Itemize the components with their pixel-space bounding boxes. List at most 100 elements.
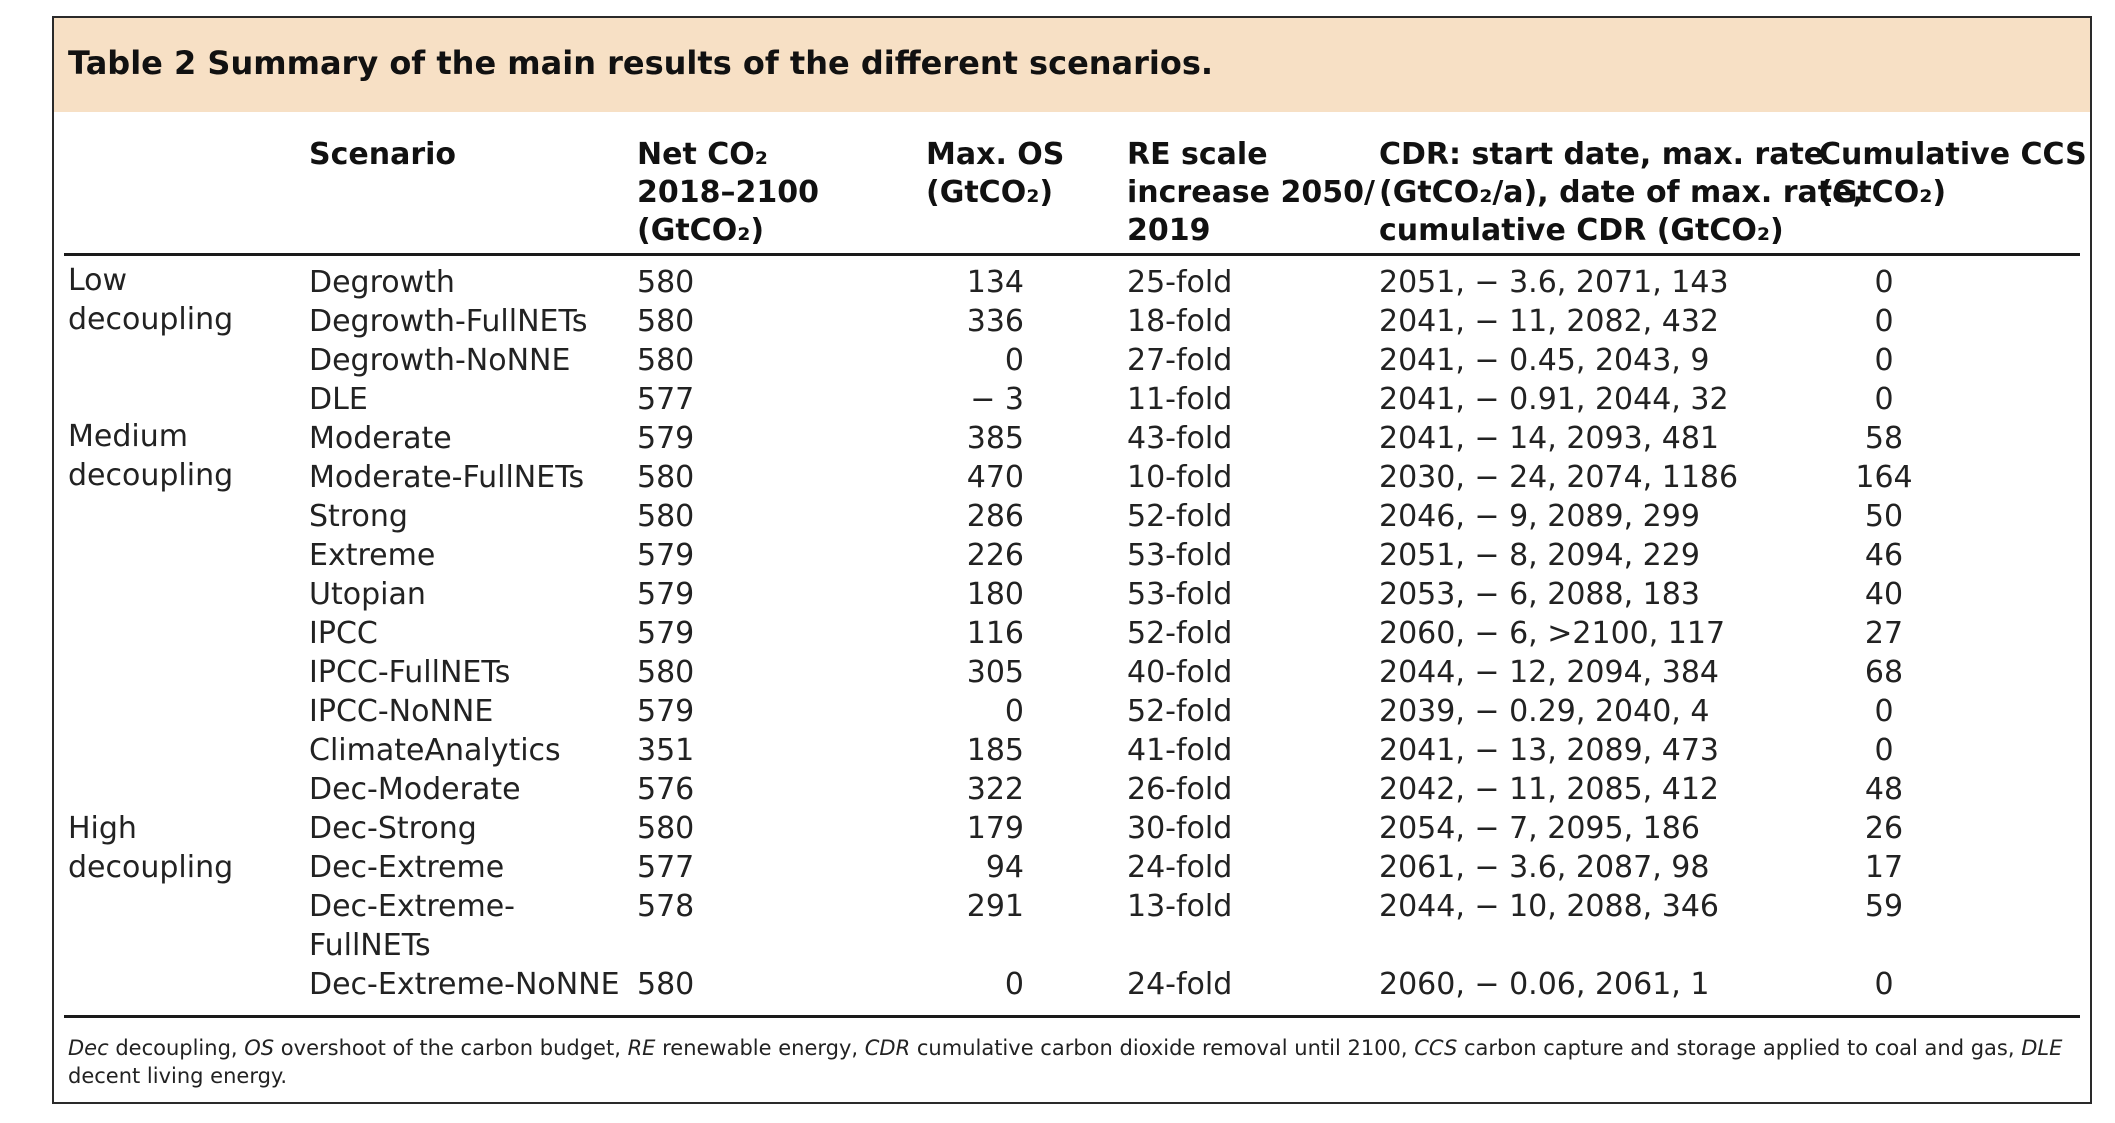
cell-cdr: 2041, − 13, 2089, 473	[1379, 733, 1720, 768]
header-cdr: CDR: start date, max. rate (GtCO₂/a), da…	[1379, 136, 1864, 250]
cell-cdr: 2030, − 24, 2074, 1186	[1379, 460, 1739, 495]
header-cdr-line3: cumulative CDR (GtCO₂)	[1379, 213, 1784, 248]
cell-re-scale: 43-fold	[1127, 421, 1233, 456]
cell-re-scale: 10-fold	[1127, 460, 1233, 495]
cell-re-scale: 53-fold	[1127, 538, 1233, 573]
header-net-co2-line1: Net CO₂	[637, 137, 768, 172]
cell-net-co2: 351	[637, 733, 695, 768]
cell-cdr: 2053, − 6, 2088, 183	[1379, 577, 1700, 612]
cell-ccs: 0	[1874, 265, 1894, 300]
cell-cdr: 2060, − 0.06, 2061, 1	[1379, 967, 1710, 1002]
cell-net-co2: 578	[637, 889, 695, 924]
cell-re-scale: 52-fold	[1127, 499, 1233, 534]
cell-net-co2: 580	[637, 265, 695, 300]
cell-cdr: 2061, − 3.6, 2087, 98	[1379, 850, 1710, 885]
cell-re-scale: 25-fold	[1127, 265, 1233, 300]
cell-max-os: 226	[966, 538, 1024, 573]
cell-max-os: 291	[966, 889, 1024, 924]
header-re-scale-line2: increase 2050/	[1127, 175, 1375, 210]
cell-net-co2: 580	[637, 967, 695, 1002]
cell-scenario: Utopian	[309, 577, 426, 612]
cell-scenario: ClimateAnalytics	[309, 733, 561, 768]
cell-scenario: Dec-Extreme-NoNNE	[309, 967, 620, 1002]
cell-net-co2: 576	[637, 772, 695, 807]
cell-max-os: 185	[966, 733, 1024, 768]
cell-scenario: Dec-Moderate	[309, 772, 521, 807]
cell-net-co2: 580	[637, 304, 695, 339]
group-high-line1: High	[68, 811, 137, 846]
cell-max-os: 134	[966, 265, 1024, 300]
cell-ccs: 59	[1864, 889, 1904, 924]
cell-ccs: 17	[1864, 850, 1904, 885]
cell-max-os: 385	[966, 421, 1024, 456]
cell-re-scale: 41-fold	[1127, 733, 1233, 768]
header-ccs: Cumulative CCS (GtCO₂)	[1819, 136, 2087, 212]
cell-max-os: 336	[966, 304, 1024, 339]
footer-rule	[64, 1015, 2080, 1018]
cell-ccs: 46	[1864, 538, 1904, 573]
footnote-abbr: DLE	[2021, 1036, 2063, 1060]
cell-scenario-cont: FullNETs	[309, 928, 431, 963]
cell-re-scale: 11-fold	[1127, 382, 1233, 417]
cell-net-co2: 579	[637, 421, 695, 456]
cell-ccs: 0	[1874, 694, 1894, 729]
cell-ccs: 68	[1864, 655, 1904, 690]
footnote-text: decent living energy.	[68, 1064, 288, 1088]
footnote-abbr: OS	[244, 1036, 275, 1060]
footnote-abbr: CCS	[1414, 1036, 1458, 1060]
header-max-os: Max. OS (GtCO₂)	[926, 136, 1064, 212]
cell-max-os: 286	[966, 499, 1024, 534]
footnote-text: decoupling,	[108, 1036, 245, 1060]
group-low-line1: Low	[68, 263, 128, 298]
group-label-high: High decoupling	[68, 809, 233, 887]
cell-max-os: 180	[966, 577, 1024, 612]
cell-ccs: 40	[1864, 577, 1904, 612]
cell-re-scale: 24-fold	[1127, 967, 1233, 1002]
cell-re-scale: 24-fold	[1127, 850, 1233, 885]
cell-max-os: 116	[966, 616, 1024, 651]
cell-ccs: 0	[1874, 343, 1894, 378]
cell-cdr: 2051, − 3.6, 2071, 143	[1379, 265, 1729, 300]
cell-max-os: − 3	[970, 382, 1024, 417]
footnote-text: cumulative carbon dioxide removal until …	[910, 1036, 1415, 1060]
group-high-line2: decoupling	[68, 850, 234, 885]
cell-cdr: 2041, − 0.45, 2043, 9	[1379, 343, 1710, 378]
cell-scenario: Degrowth-FullNETs	[309, 304, 588, 339]
header-scenario: Scenario	[309, 137, 457, 172]
cell-scenario: Moderate-FullNETs	[309, 460, 585, 495]
group-label-medium: Medium decoupling	[68, 417, 233, 495]
cell-max-os: 94	[985, 850, 1024, 885]
cell-scenario: Degrowth	[309, 265, 455, 300]
cell-scenario: Degrowth-NoNNE	[309, 343, 571, 378]
cell-max-os: 470	[966, 460, 1024, 495]
footnote-text: carbon capture and storage applied to co…	[1457, 1036, 2022, 1060]
cell-ccs: 0	[1874, 733, 1894, 768]
header-cdr-line1: CDR: start date, max. rate	[1379, 137, 1825, 172]
cell-re-scale: 53-fold	[1127, 577, 1233, 612]
cell-re-scale: 27-fold	[1127, 343, 1233, 378]
cell-cdr: 2041, − 0.91, 2044, 32	[1379, 382, 1729, 417]
cell-cdr: 2046, − 9, 2089, 299	[1379, 499, 1700, 534]
header-max-os-line1: Max. OS	[926, 137, 1065, 172]
cell-ccs: 58	[1864, 421, 1904, 456]
cell-net-co2: 579	[637, 616, 695, 651]
cell-ccs: 0	[1874, 382, 1894, 417]
cell-re-scale: 52-fold	[1127, 694, 1233, 729]
header-re-scale: RE scale increase 2050/ 2019	[1127, 136, 1375, 250]
cell-scenario: DLE	[309, 382, 368, 417]
table-title: Table 2 Summary of the main results of t…	[68, 44, 1214, 82]
cell-scenario: Dec-Extreme-	[309, 889, 515, 924]
cell-re-scale: 18-fold	[1127, 304, 1233, 339]
cell-cdr: 2051, − 8, 2094, 229	[1379, 538, 1700, 573]
cell-cdr: 2041, − 14, 2093, 481	[1379, 421, 1720, 456]
footnote-text: renewable energy,	[655, 1036, 865, 1060]
cell-net-co2: 580	[637, 343, 695, 378]
cell-scenario: Extreme	[309, 538, 436, 573]
table-frame: Table 2 Summary of the main results of t…	[52, 16, 2092, 1104]
header-re-scale-line1: RE scale	[1127, 137, 1268, 172]
header-re-scale-line3: 2019	[1127, 213, 1211, 248]
cell-ccs: 50	[1864, 499, 1904, 534]
cell-max-os: 179	[966, 811, 1024, 846]
cell-scenario: IPCC-NoNNE	[309, 694, 494, 729]
cell-cdr: 2042, − 11, 2085, 412	[1379, 772, 1720, 807]
